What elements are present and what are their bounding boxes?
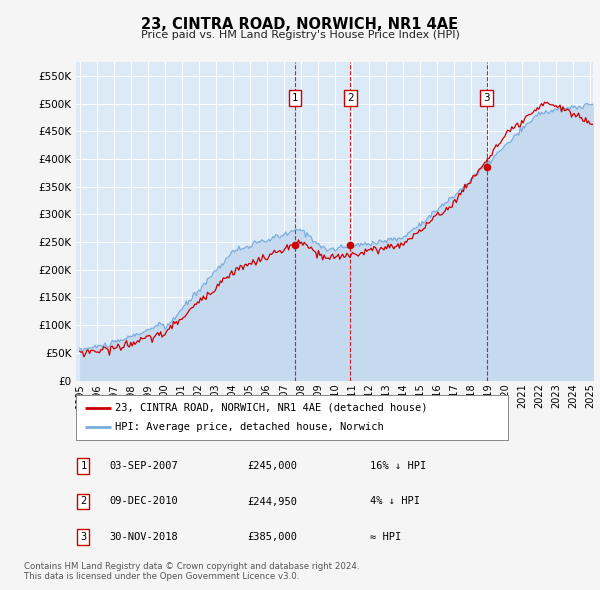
Text: 2: 2 [80, 497, 86, 506]
Text: £385,000: £385,000 [247, 532, 297, 542]
Text: Contains HM Land Registry data © Crown copyright and database right 2024.
This d: Contains HM Land Registry data © Crown c… [24, 562, 359, 581]
Text: 23, CINTRA ROAD, NORWICH, NR1 4AE (detached house): 23, CINTRA ROAD, NORWICH, NR1 4AE (detac… [115, 403, 428, 412]
Text: Price paid vs. HM Land Registry's House Price Index (HPI): Price paid vs. HM Land Registry's House … [140, 30, 460, 40]
Text: HPI: Average price, detached house, Norwich: HPI: Average price, detached house, Norw… [115, 422, 384, 432]
Text: £244,950: £244,950 [247, 497, 297, 506]
Text: 03-SEP-2007: 03-SEP-2007 [109, 461, 178, 471]
Text: £245,000: £245,000 [247, 461, 297, 471]
Text: 16% ↓ HPI: 16% ↓ HPI [370, 461, 427, 471]
Text: ≈ HPI: ≈ HPI [370, 532, 401, 542]
Text: 1: 1 [80, 461, 86, 471]
Text: 09-DEC-2010: 09-DEC-2010 [109, 497, 178, 506]
Text: 30-NOV-2018: 30-NOV-2018 [109, 532, 178, 542]
Text: 4% ↓ HPI: 4% ↓ HPI [370, 497, 420, 506]
Text: 23, CINTRA ROAD, NORWICH, NR1 4AE: 23, CINTRA ROAD, NORWICH, NR1 4AE [142, 17, 458, 31]
Text: 3: 3 [80, 532, 86, 542]
Text: 3: 3 [483, 93, 490, 103]
Text: 2: 2 [347, 93, 354, 103]
Text: 1: 1 [292, 93, 298, 103]
